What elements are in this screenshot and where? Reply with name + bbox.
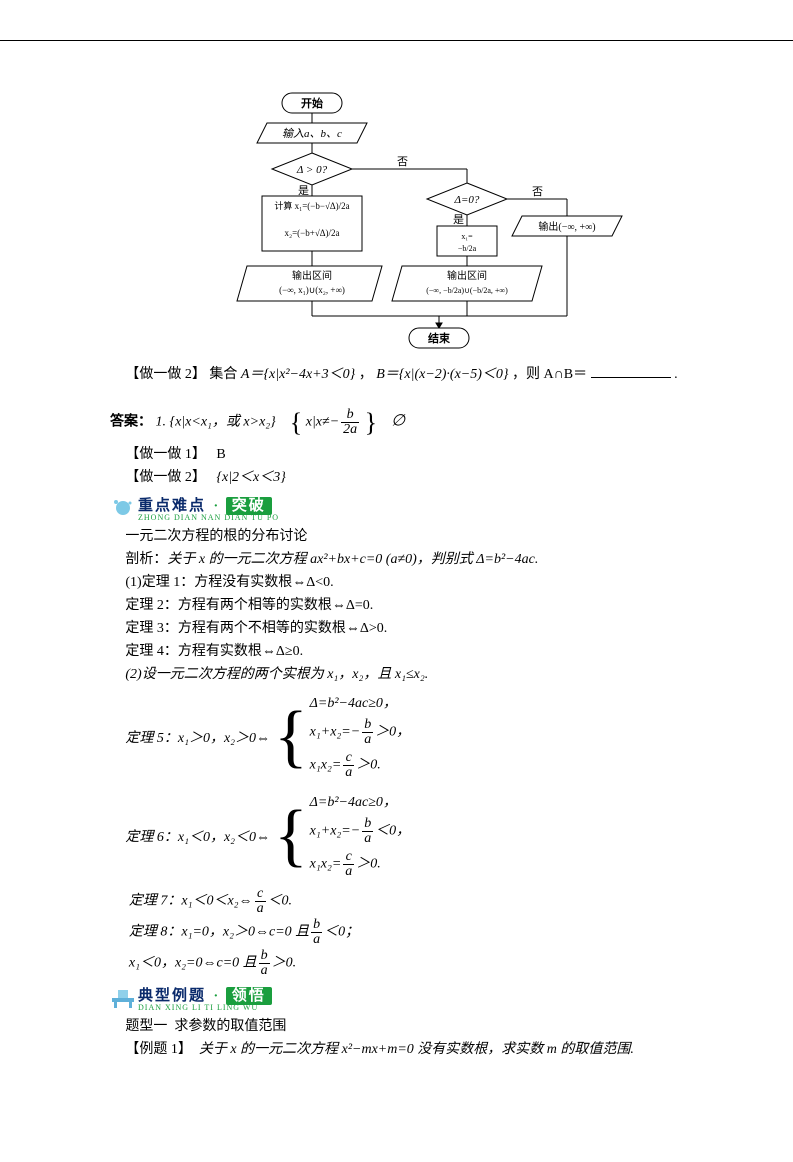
flow-yes2: 是	[453, 213, 464, 226]
answer-zuo1: 【做一做 1】 B	[110, 444, 683, 465]
theorem-4: 定理 4：方程有实数根⇔Δ≥0.	[110, 641, 683, 662]
flow-out-eq-lbl: 输出区间	[447, 269, 487, 282]
answer-zuo2: 【做一做 2】 {x|2＜x＜3}	[110, 467, 683, 488]
exercise-2: 【做一做 2】 集合 A＝{x|x²−4x+3＜0} ， B＝{x|(x−2)·…	[110, 364, 683, 385]
flow-d2: Δ=0?	[453, 194, 479, 206]
flow-start: 开始	[301, 96, 323, 110]
empty-set: ∅	[391, 413, 405, 430]
sparkle-icon	[110, 495, 136, 521]
banner2-sub: DIAN XING LI TI LING WU	[138, 1003, 272, 1012]
analysis: 剖析：关于 x 的一元二次方程 ax²+bx+c=0 (a≠0)，判别式 Δ=b…	[110, 549, 683, 570]
flow-no1: 否	[397, 156, 408, 168]
example-1: 【例题 1】 关于 x 的一元二次方程 x²−mx+m=0 没有实数根，求实数 …	[110, 1039, 683, 1060]
t6-lead: 定理 6：x₁＜0，x₂＜0⇔	[125, 826, 270, 846]
flow-yes1: 是	[298, 184, 309, 197]
svg-text:x₂=(−b+√Δ)/2a: x₂=(−b+√Δ)/2a	[284, 228, 339, 238]
theorem-8-l2: x₁＜0，x₂=0⇔c=0 且ba＞0.	[110, 949, 683, 978]
banner1-sub: ZHONG DIAN NAN DIAN TU PO	[138, 513, 279, 522]
flow-out-all: 输出(−∞, +∞)	[538, 220, 595, 233]
t5-c2: x₁+x₂=−ba＞0，	[310, 718, 411, 747]
svg-text:计算 x₁=(−b−√Δ)/2a: 计算 x₁=(−b−√Δ)/2a	[274, 200, 349, 211]
section-title: 一元二次方程的根的分布讨论	[110, 526, 683, 547]
q2-label: 【做一做 2】	[125, 367, 206, 382]
flow-out-split-lbl: 输出区间	[292, 269, 332, 282]
theorem-8-l1: 定理 8：x₁=0，x₂＞0⇔c=0 且ba＜0；	[110, 918, 683, 947]
flow-input: 输入a、b、c	[282, 127, 342, 140]
flow-d1: Δ > 0?	[295, 164, 327, 176]
banner1-main: 重点难点	[138, 498, 206, 514]
theorem-3: 定理 3：方程有两个不相等的实数根⇔Δ>0.	[110, 618, 683, 639]
theorem-6: 定理 6：x₁＜0，x₂＜0⇔ { Δ=b²−4ac≥0， x₁+x₂=−ba＜…	[110, 788, 683, 883]
svg-text:x₁=: x₁=	[461, 232, 473, 241]
flow-out-split: (−∞, x₁)∪(x₂, +∞)	[279, 285, 345, 295]
theorem-1: (1)定理 1：方程没有实数根⇔Δ<0.	[110, 572, 683, 593]
t5-c1: Δ=b²−4ac≥0，	[310, 693, 411, 714]
answers-label: 答案：	[110, 415, 152, 430]
answer-blank	[591, 365, 671, 378]
desk-icon	[110, 985, 136, 1011]
t5-c3: x₁x₂=ca＞0.	[310, 751, 411, 780]
flowchart: 开始 输入a、b、c Δ > 0? 否 Δ=0? 否	[110, 91, 683, 356]
t5-lead: 定理 5：x₁＞0，x₂＞0⇔	[125, 727, 270, 747]
theorem-2: 定理 2：方程有两个相等的实数根⇔Δ=0.	[110, 595, 683, 616]
flow-no2: 否	[532, 186, 543, 198]
topic-type: 题型一 求参数的取值范围	[110, 1016, 683, 1037]
t6-c1: Δ=b²−4ac≥0，	[310, 792, 411, 813]
flowchart-svg: 开始 输入a、b、c Δ > 0? 否 Δ=0? 否	[167, 91, 627, 351]
banner2-main: 典型例题	[138, 988, 206, 1004]
flow-end: 结束	[427, 331, 451, 345]
section-banner-examples: 典型例题 · 领悟 DIAN XING LI TI LING WU	[110, 984, 683, 1012]
section-banner-breakthrough: 重点难点 · 突破 ZHONG DIAN NAN DIAN TU PO	[110, 494, 683, 522]
t6-c2: x₁+x₂=−ba＜0，	[310, 817, 411, 846]
theorem-7: 定理 7：x₁＜0＜x₂⇔ca＜0.	[110, 887, 683, 916]
part-2: (2)设一元二次方程的两个实根为 x₁，x₂，且 x₁≤x₂.	[110, 664, 683, 685]
theorem-5: 定理 5：x₁＞0，x₂＞0⇔ { Δ=b²−4ac≥0， x₁+x₂=−ba＞…	[110, 689, 683, 784]
svg-text:−b/2a: −b/2a	[457, 244, 476, 253]
t6-c3: x₁x₂=ca＞0.	[310, 850, 411, 879]
answers-line-1: 答案： 1. {x|x<x₁，或 x>x₂} { x|x≠−b2a } ∅	[110, 403, 683, 442]
svg-text:(−∞, −b/2a)∪(−b/2a, +∞): (−∞, −b/2a)∪(−b/2a, +∞)	[426, 286, 508, 295]
